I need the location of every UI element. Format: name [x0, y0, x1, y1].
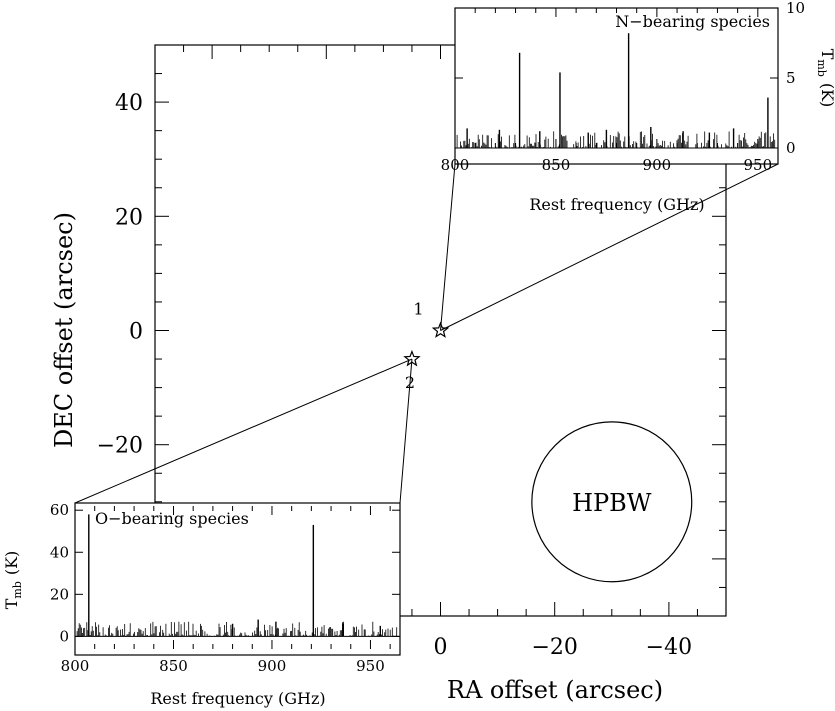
- n-x-tick-label: 900: [643, 156, 672, 174]
- connector-line: [399, 359, 413, 504]
- o-y-axis-label: Tmb (K): [2, 551, 24, 610]
- main-x-tick-label: −20: [531, 635, 577, 660]
- n-x-tick-label: 850: [542, 156, 571, 174]
- svg-text:Tmb(K): Tmb (K): [2, 551, 24, 610]
- position-label-1: 1: [413, 300, 423, 319]
- n-y-tick-label: 0: [786, 139, 796, 157]
- o-y-tick-label: 0: [59, 627, 69, 645]
- o-y-axis-label-main: T: [2, 598, 21, 609]
- o-noise-trace: [76, 621, 401, 637]
- o-y-tick-label: 60: [50, 501, 69, 519]
- n-y-axis-label-sub: mb: [815, 59, 828, 76]
- o-y-tick-label: 20: [50, 585, 69, 603]
- o-ticks: [74, 506, 400, 649]
- o-bearing-inset: 800 850 900 950 0 20 40 60 O−bearing species Re…: [2, 501, 401, 708]
- n-ticks: [454, 7, 779, 149]
- o-x-tick-label: 950: [356, 657, 385, 675]
- o-x-tick-label: 900: [258, 657, 287, 675]
- n-x-tick-label: 950: [743, 156, 772, 174]
- o-y-axis-label-sub: mb: [11, 581, 24, 598]
- n-y-axis-label-unit: (K): [818, 83, 835, 107]
- o-inset-background: [75, 503, 400, 655]
- n-inset-background: [455, 8, 778, 164]
- n-bearing-inset: 800 850 900 950 0 5 10 N−bearing species Rest …: [441, 0, 835, 214]
- main-y-tick-label: −20: [97, 434, 143, 459]
- o-x-tick-label: 850: [159, 657, 188, 675]
- hpbw-beam-label: HPBW: [572, 489, 652, 517]
- main-x-tick-label: 0: [434, 635, 448, 660]
- o-inset-frame: [74, 502, 401, 656]
- hpbw-beam-circle: [531, 421, 693, 583]
- main-x-tick-label: −40: [646, 635, 692, 660]
- n-tick-labels: 800 850 900 950 0 5 10: [441, 0, 805, 174]
- o-x-tick-label: 800: [61, 657, 90, 675]
- o-spectrum: [75, 514, 401, 637]
- main-y-tick-label: 0: [129, 320, 143, 345]
- o-inset-title: O−bearing species: [95, 509, 249, 528]
- n-y-tick-label: 5: [786, 69, 796, 87]
- connector-line: [440, 163, 779, 331]
- n-y-tick-label: 10: [786, 0, 805, 17]
- o-tick-labels: 800 850 900 950 0 20 40 60: [50, 501, 385, 675]
- o-y-tick-label: 40: [50, 543, 69, 561]
- main-y-tick-label: 20: [115, 205, 143, 230]
- main-points: 12: [403, 300, 450, 392]
- n-y-axis-label: Tmb (K): [815, 49, 835, 108]
- n-inset-title: N−bearing species: [615, 12, 770, 31]
- connector-line: [74, 358, 413, 504]
- connector-line: [440, 163, 456, 331]
- main-y-axis-label: DEC offset (arcsec): [50, 212, 78, 448]
- o-y-axis-label-unit: (K): [2, 551, 21, 575]
- n-y-axis-label-main: T: [818, 49, 835, 60]
- svg-text:Tmb(K): Tmb (K): [815, 49, 835, 108]
- o-x-axis-label: Rest frequency (GHz): [150, 689, 325, 708]
- inset-connector-lines: [74, 163, 779, 504]
- main-y-tick-label: 40: [115, 91, 143, 116]
- n-x-tick-label: 800: [441, 156, 470, 174]
- n-x-axis-label: Rest frequency (GHz): [529, 195, 704, 214]
- main-x-axis-label: RA offset (arcsec): [447, 676, 663, 704]
